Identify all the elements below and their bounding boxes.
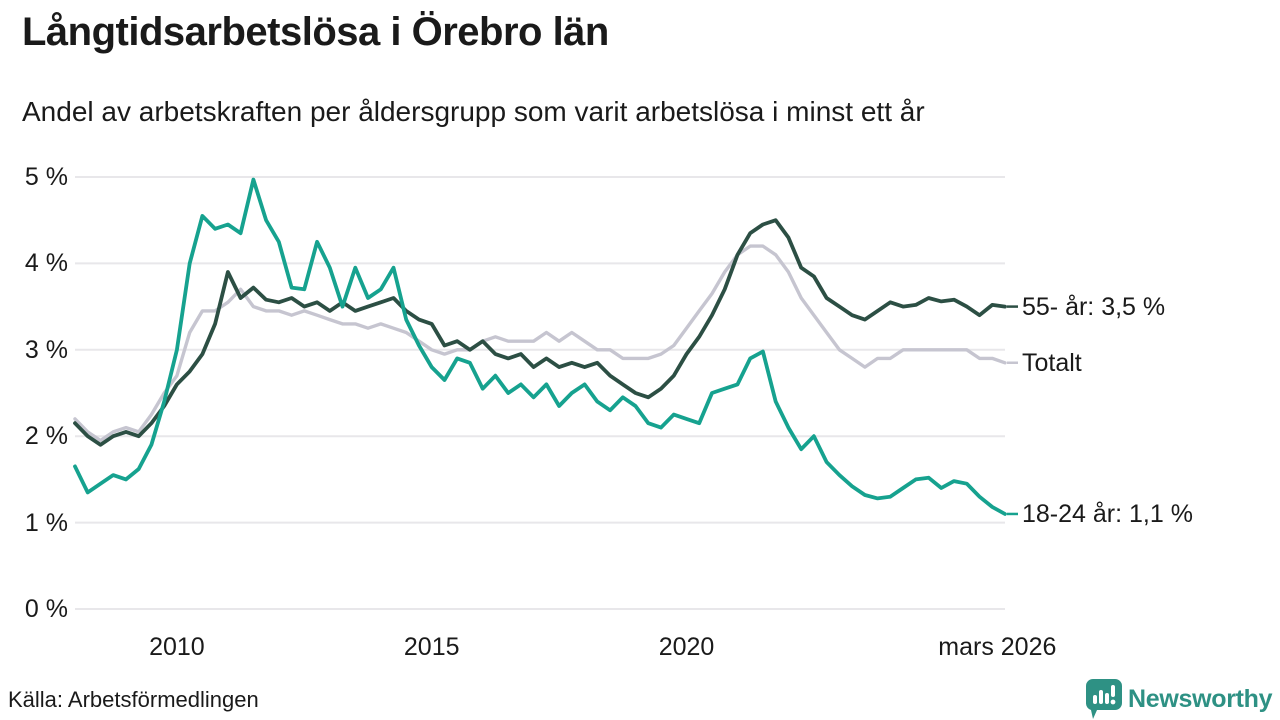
y-axis-tick-label: 0 %: [24, 595, 68, 623]
x-axis-tick-label: mars 2026: [938, 633, 1057, 661]
y-axis-tick-label: 1 %: [24, 508, 68, 537]
x-axis-tick-label: 2020: [658, 633, 715, 661]
page-title: Långtidsarbetslösa i Örebro län: [22, 10, 609, 54]
series-end-label-totalt: Totalt: [1022, 348, 1082, 377]
y-axis-tick-label: 3 %: [24, 335, 68, 364]
y-axis-tick-label: 2 %: [24, 422, 68, 451]
series-line-18-24-ar: [73, 177, 1007, 516]
series-line-totalt: [73, 244, 1007, 443]
series-line-55-ar: [73, 218, 1007, 447]
newsworthy-wordmark: Newsworthy: [1128, 685, 1273, 713]
page-subtitle: Andel av arbetskraften per åldersgrupp s…: [22, 96, 925, 127]
source-note: Källa: Arbetsförmedlingen: [8, 687, 259, 712]
newsworthy-bubble-icon: [1086, 679, 1122, 719]
y-axis-tick-label: 5 %: [24, 163, 68, 191]
series-end-label-55-ar: 55- år: 3,5 %: [1022, 292, 1166, 321]
x-axis-tick-label: 2015: [403, 633, 460, 661]
x-axis-tick-label: 2010: [149, 633, 205, 661]
series-end-label-18-24-ar: 18-24 år: 1,1 %: [1022, 499, 1193, 528]
y-axis-tick-label: 4 %: [24, 249, 68, 278]
newsworthy-logo: Newsworthy: [1086, 679, 1273, 720]
